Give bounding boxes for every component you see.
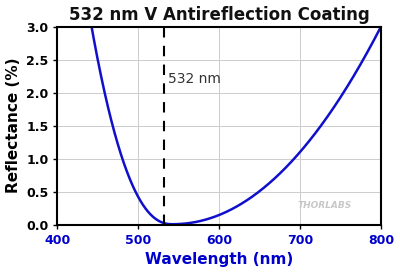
X-axis label: Wavelength (nm): Wavelength (nm)	[145, 253, 294, 268]
Title: 532 nm V Antireflection Coating: 532 nm V Antireflection Coating	[69, 5, 370, 23]
Text: 532 nm: 532 nm	[168, 72, 221, 86]
Y-axis label: Reflectance (%): Reflectance (%)	[6, 58, 20, 194]
Text: THORLABS: THORLABS	[298, 201, 352, 209]
